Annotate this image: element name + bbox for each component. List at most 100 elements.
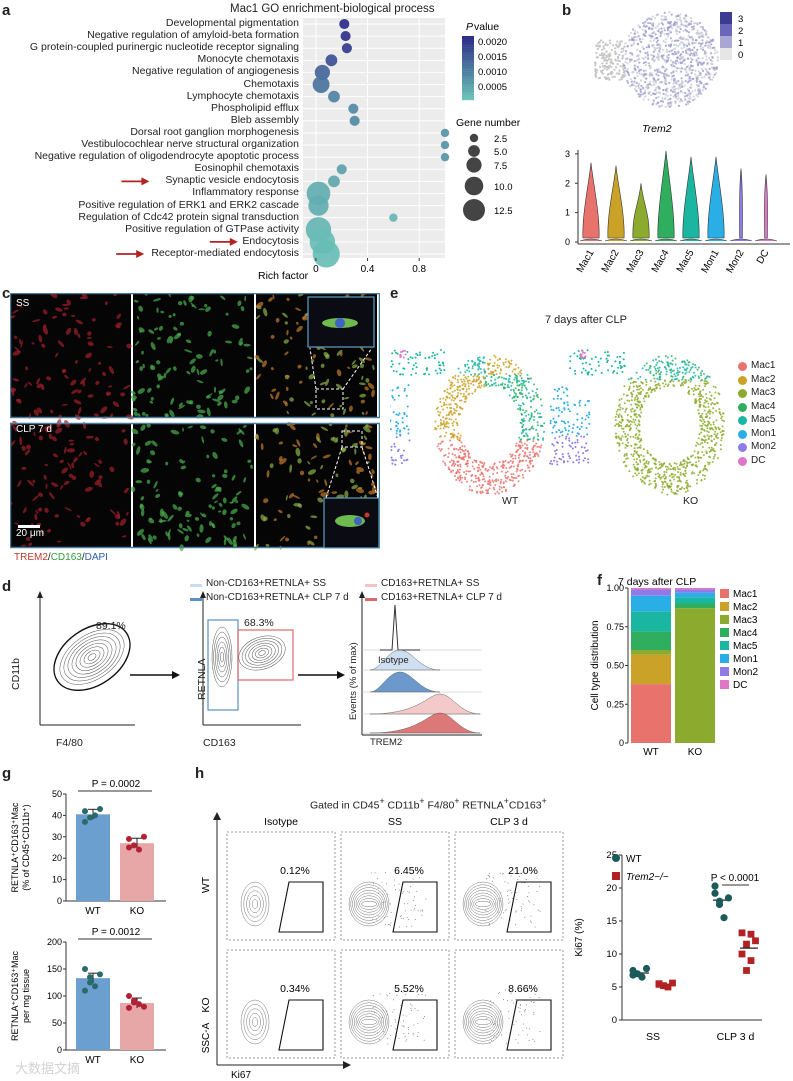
umap-cell [675,92,678,95]
umap-cell [669,101,672,104]
scatter-event [395,1028,397,1030]
cell-signal [196,379,204,384]
scatter-event [534,993,536,995]
scatter-event [416,991,418,993]
umap-cell [554,421,557,424]
scatter-event [390,922,392,924]
umap-cell [577,461,580,464]
umap-cell [537,435,540,438]
scatter-event [393,879,395,881]
cell-signal [212,398,221,403]
umap-cell [453,434,456,437]
cell-signal [368,453,372,461]
scatter-event [530,1001,532,1003]
umap-cell [529,462,532,465]
cell-signal [288,493,294,499]
umap-cell [670,89,673,92]
pvalue-legend-title-rest: value [474,21,499,33]
umap-cell [619,364,622,367]
umap-cell [610,65,613,69]
umap-cell [638,420,641,423]
panel-d-x2-label: CD163 [203,737,236,749]
cell-signal [182,527,189,532]
umap-cell [403,367,406,370]
colorbar-tick: 0 [738,50,743,61]
umap-cell [666,356,669,359]
umap-cell [636,424,639,427]
umap-cell [683,68,686,71]
cell-signal [37,407,43,414]
umap-cell [698,384,701,387]
umap-cell [637,84,640,87]
umap-cell [682,36,685,39]
umap-cell [499,480,502,483]
umap-cell [512,465,515,468]
umap-cell [565,387,568,390]
size-legend-dot [469,133,479,143]
cell-signal [196,368,200,376]
umap-cell [697,387,700,390]
umap-cell [520,389,523,392]
umap-cell [468,488,471,491]
umap-cell [634,434,637,437]
umap-cell [710,394,713,397]
umap-cell [640,40,643,44]
umap-cell [688,371,691,374]
umap-cell [656,39,659,42]
umap-cell [667,56,670,60]
umap-cell [617,45,620,49]
cell-signal [260,443,264,451]
umap-cell [446,388,449,391]
cell-signal [272,294,275,300]
zoom-line [309,347,317,390]
umap-cell [660,14,664,18]
ki67-gate [278,999,324,1051]
umap-cell [695,83,699,87]
y-tick-label: 20 [52,853,62,863]
cell-signal [68,439,74,442]
umap-cell [670,488,673,491]
umap-cell [587,416,590,419]
umap-cell [536,421,539,424]
scatter-event [386,883,388,885]
cell-signal [12,378,20,382]
scatter-event [518,1034,520,1036]
umap-cell [642,87,645,90]
umap-cell [624,52,627,56]
umap-cell [674,375,677,378]
umap-cell [637,463,640,466]
flow-arrow-head [172,671,180,679]
umap-cell [511,453,514,456]
umap-cell [432,351,435,354]
data-point [87,979,93,986]
umap-cell [527,413,530,416]
umap-cell [689,368,692,371]
violin [739,168,743,239]
scatter-event [500,1010,502,1012]
umap-cell [675,82,678,85]
data-point [724,894,733,902]
contour [63,632,121,682]
umap-cell [630,80,633,83]
umap-cell [554,452,557,455]
umap-cell [667,102,670,105]
umap-cell [684,372,687,375]
cell-signal [200,512,204,518]
cell-signal [150,364,154,370]
umap-cell [515,442,518,445]
umap-cell [608,39,612,42]
umap-cell [530,415,533,418]
cell-signal [71,463,75,469]
scatter-event [423,1039,425,1041]
umap-cell [643,23,646,26]
umap-cell [668,463,671,466]
umap-cell [483,361,486,364]
umap-cell [536,388,539,391]
stacked-bar-segment [631,631,671,650]
p-value: P < 0.0001 [711,873,760,884]
umap-cell [553,424,556,427]
contour [352,1005,386,1039]
contour [348,881,390,927]
umap-cell [649,80,652,84]
umap-cell [652,43,655,47]
